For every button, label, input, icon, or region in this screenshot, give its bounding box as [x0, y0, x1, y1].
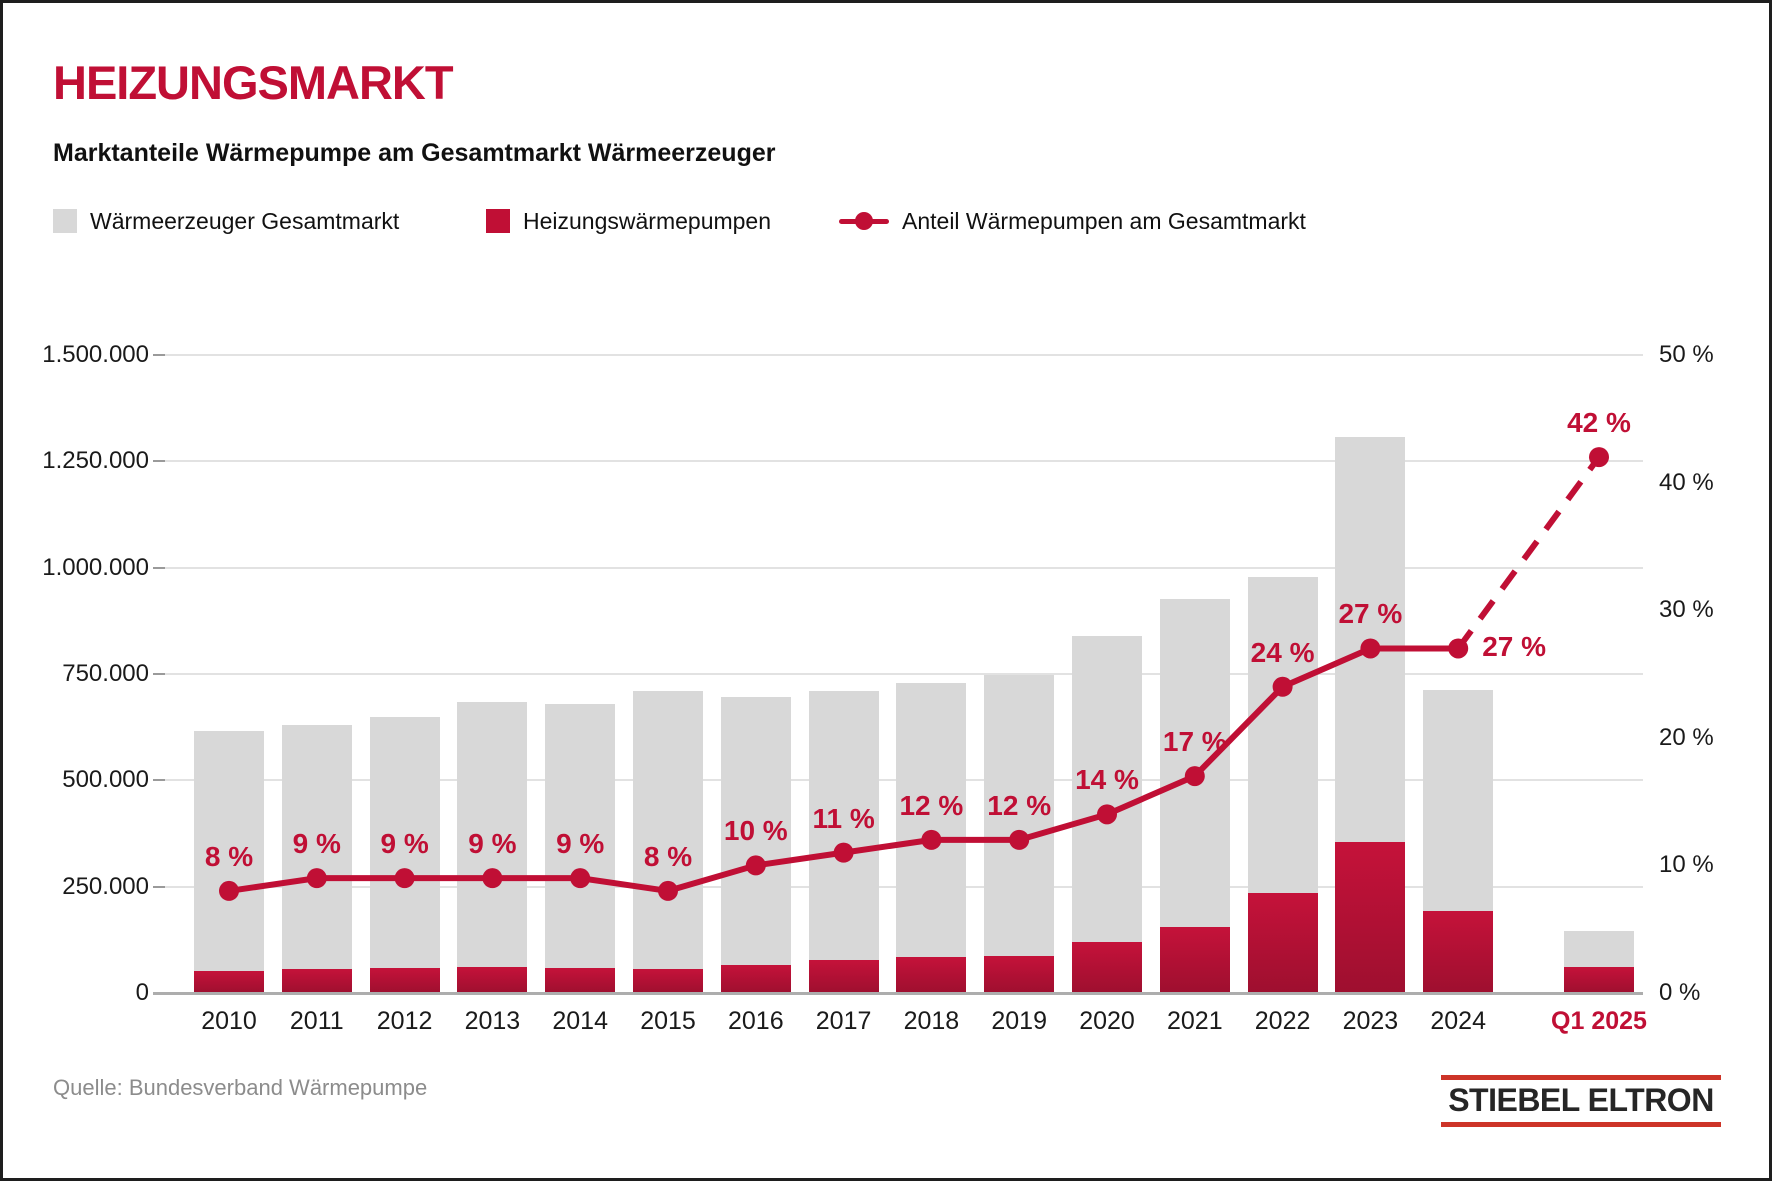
x-axis-label: 2016 — [727, 1007, 784, 1035]
total-market-bar — [896, 682, 967, 993]
heat-pump-bar — [808, 959, 879, 993]
y-axis-label-right: 20 % — [1659, 723, 1714, 751]
heat-pump-bar — [984, 956, 1055, 993]
gridline — [165, 460, 1643, 463]
heat-pump-bar — [369, 967, 440, 993]
x-axis-label: Q1 2025 — [1551, 1007, 1647, 1035]
legend-label: Anteil Wärmepumpen am Gesamtmarkt — [902, 207, 1306, 234]
percent-label: 24 % — [1250, 636, 1315, 668]
red-square-icon — [486, 209, 510, 233]
legend-item-heat-pumps: Heizungswärmepumpen — [486, 207, 771, 235]
percent-label: 9 % — [468, 828, 517, 860]
red-line-dot-icon — [839, 209, 889, 233]
x-axis-label: 2018 — [903, 1007, 960, 1035]
share-line-dot — [1589, 447, 1609, 468]
heat-pump-bar — [194, 971, 264, 993]
x-axis-label: 2015 — [640, 1007, 696, 1035]
y-axis-tick — [153, 885, 165, 888]
heat-pump-bar — [896, 957, 967, 993]
percent-label: 17 % — [1162, 726, 1227, 758]
heat-pump-bar — [1335, 841, 1406, 993]
x-axis-label: 2013 — [464, 1007, 521, 1035]
share-line-svg — [219, 447, 1609, 901]
x-axis-label: 2019 — [991, 1007, 1047, 1035]
heat-pump-bar — [1423, 910, 1494, 993]
percent-label: 12 % — [987, 789, 1052, 821]
logo-rule-bottom — [1441, 1122, 1721, 1127]
legend-label: Wärmeerzeuger Gesamtmarkt — [90, 207, 400, 234]
heat-pump-bar — [720, 964, 791, 993]
source-note: Quelle: Bundesverband Wärmepumpe — [53, 1075, 428, 1100]
heat-pump-bar — [1159, 927, 1230, 993]
y-axis-tick — [153, 779, 165, 782]
legend-item-total-market: Wärmeerzeuger Gesamtmarkt — [53, 207, 399, 235]
percent-label: 27 % — [1482, 631, 1547, 663]
x-axis-label: 2021 — [1166, 1007, 1223, 1035]
heat-pump-bar — [281, 968, 352, 993]
y-axis-tick — [153, 673, 165, 675]
heat-pump-bar — [633, 968, 703, 993]
legend-label: Heizungswärmepumpen — [523, 207, 772, 234]
heat-pump-bar — [457, 967, 528, 993]
gridline — [165, 566, 1643, 569]
percent-label: 42 % — [1567, 407, 1631, 439]
y-axis-tick — [153, 354, 165, 356]
percent-label: 12 % — [899, 789, 964, 821]
total-market-bar — [984, 675, 1055, 993]
y-axis-label-left: 1.250.000 — [42, 447, 149, 475]
y-axis-label-left: 1.500.000 — [42, 341, 149, 368]
percent-label: 27 % — [1338, 598, 1403, 630]
percent-label: 14 % — [1075, 764, 1139, 796]
gridline — [165, 673, 1643, 675]
percent-label: 11 % — [812, 802, 875, 834]
x-axis-line — [153, 992, 1643, 995]
heat-pump-bar — [1564, 966, 1634, 993]
y-axis-tick — [153, 460, 165, 463]
percent-label: 8 % — [204, 840, 254, 872]
y-axis-label-right: 0 % — [1659, 979, 1701, 1006]
percent-label: 9 % — [556, 828, 605, 860]
heat-pump-bar — [545, 968, 616, 993]
percent-label: 10 % — [723, 815, 788, 847]
y-axis-label-right: 30 % — [1659, 596, 1714, 624]
x-axis-label: 2020 — [1079, 1007, 1135, 1035]
heat-pump-bar — [1072, 941, 1142, 993]
gridline — [165, 354, 1643, 356]
x-axis-label: 2023 — [1342, 1007, 1399, 1035]
y-axis-label-left: 750.000 — [62, 660, 149, 687]
x-axis-label: 2014 — [552, 1007, 608, 1035]
y-axis-label-left: 250.000 — [62, 872, 149, 900]
x-axis-label: 2017 — [815, 1007, 872, 1035]
page-title: HEIZUNGSMARKT — [53, 56, 454, 109]
y-axis-tick — [153, 566, 165, 569]
share-line-dot — [1448, 638, 1469, 659]
y-axis-label-left: 0 — [135, 979, 149, 1006]
heat-pump-bar — [1247, 892, 1318, 993]
x-axis-label: 2011 — [289, 1007, 344, 1035]
x-axis-label: 2022 — [1254, 1007, 1311, 1035]
stiebel-eltron-logo: STIEBEL ELTRON — [1441, 1075, 1721, 1127]
y-axis-label-left: 500.000 — [62, 766, 149, 794]
x-axis-label: 2012 — [376, 1007, 433, 1035]
y-axis-label-right: 10 % — [1659, 851, 1714, 879]
percent-label: 9 % — [380, 828, 429, 860]
y-axis-label-left: 1.000.000 — [42, 553, 149, 581]
percent-label: 9 % — [292, 828, 341, 860]
legend-item-share-line: Anteil Wärmepumpen am Gesamtmarkt — [839, 207, 1306, 235]
total-market-bar — [808, 691, 879, 993]
y-axis-label-right: 40 % — [1659, 468, 1714, 496]
chart-subtitle: Marktanteile Wärmepumpe am Gesamtmarkt W… — [53, 139, 776, 167]
logo-rule-top — [1441, 1075, 1721, 1080]
y-axis-label-right: 50 % — [1659, 341, 1714, 368]
legend: Wärmeerzeuger Gesamtmarkt Heizungswärmep… — [3, 207, 1769, 237]
logo-text: STIEBEL ELTRON — [1448, 1082, 1714, 1118]
grey-square-icon — [53, 209, 77, 233]
share-line-forecast — [1455, 455, 1602, 651]
chart-plot-area: 0 250.000 500.000 750.000 1.000.000 1.250.000… — [3, 3, 1769, 1178]
x-axis-label: 2024 — [1430, 1007, 1486, 1035]
percent-label: 8 % — [643, 840, 693, 872]
total-market-bar — [1072, 635, 1142, 993]
x-axis-label: 2010 — [201, 1007, 257, 1035]
